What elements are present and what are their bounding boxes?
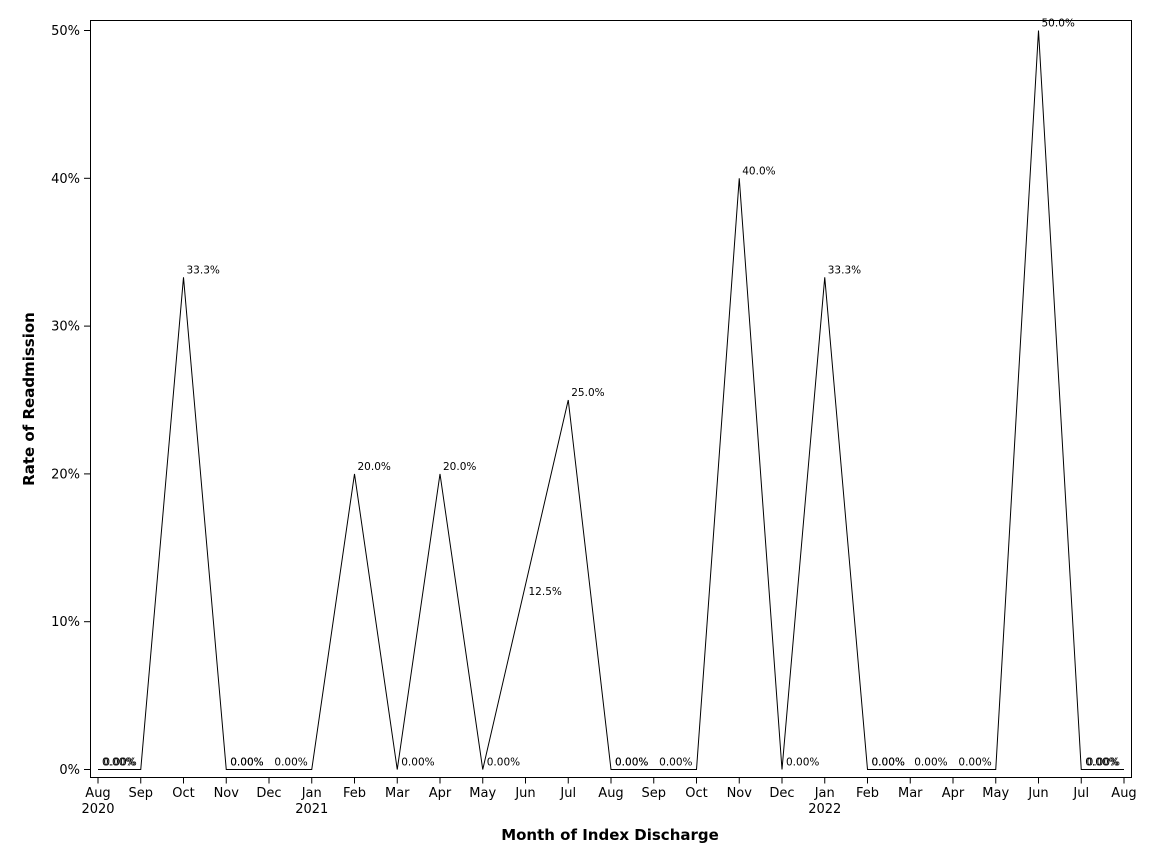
- data-label: 0.00%: [615, 757, 648, 769]
- data-label: 20.0%: [358, 461, 391, 473]
- y-tick-label: 20%: [51, 467, 80, 482]
- x-tick-label: Dec: [256, 786, 281, 801]
- data-label: 0.00%: [1085, 757, 1118, 769]
- x-tick-label: Jan: [301, 786, 322, 801]
- x-tick-label: Feb: [856, 786, 879, 801]
- y-tick-label: 30%: [51, 320, 80, 335]
- x-year-label: 2020: [81, 802, 114, 817]
- x-tick-label: May: [469, 786, 496, 801]
- x-tick-label: Aug: [85, 786, 110, 801]
- x-tick-label: Aug: [1111, 786, 1136, 801]
- y-tick-label: 0%: [59, 763, 80, 778]
- data-label: 0.00%: [872, 757, 905, 769]
- series-line: [98, 30, 1124, 770]
- x-axis-title: Month of Index Discharge: [501, 826, 719, 844]
- x-tick-label: Apr: [429, 786, 452, 801]
- x-tick-label: Mar: [898, 786, 923, 801]
- y-tick-label: 10%: [51, 615, 80, 630]
- data-label: 0.00%: [103, 757, 136, 769]
- x-tick-label: Oct: [685, 786, 707, 801]
- data-label: 33.3%: [187, 264, 220, 276]
- x-tick-label: Apr: [942, 786, 965, 801]
- x-tick-label: Oct: [172, 786, 194, 801]
- series-layer: [98, 30, 1124, 770]
- x-tick-label: Dec: [769, 786, 794, 801]
- x-tick-label: Sep: [641, 786, 666, 801]
- x-year-label: 2022: [808, 802, 841, 817]
- x-year-label: 2021: [295, 802, 328, 817]
- x-tick-label: Sep: [128, 786, 153, 801]
- x-tick-label: Jan: [814, 786, 835, 801]
- data-label: 0.00%: [401, 757, 434, 769]
- y-axis: 0% 10% 20% 30% 40% 50%: [51, 24, 91, 778]
- x-tick-label: Nov: [727, 786, 753, 801]
- data-label: 0.00%: [659, 757, 692, 769]
- data-label: 0.00%: [914, 757, 947, 769]
- data-label: 50.0%: [1042, 18, 1075, 30]
- data-labels: 0.00% 0.00% 33.3% 0.00% 0.00% 0.00% 20.0% 0.00%…: [102, 18, 1120, 769]
- data-label: 0.00%: [786, 757, 819, 769]
- data-label: 0.00%: [1087, 757, 1120, 769]
- x-tick-label: Jul: [1072, 786, 1089, 801]
- y-axis-title: Rate of Readmission: [20, 312, 38, 486]
- data-label: 0.00%: [102, 757, 135, 769]
- x-tick-label: Jun: [1027, 786, 1048, 801]
- x-tick-label: Jul: [559, 786, 576, 801]
- x-tick-label: Nov: [214, 786, 240, 801]
- data-label: 0.00%: [230, 757, 263, 769]
- data-label: 20.0%: [443, 461, 476, 473]
- data-label: 25.0%: [571, 387, 604, 399]
- y-tick-label: 40%: [51, 172, 80, 187]
- x-tick-label: Jun: [514, 786, 535, 801]
- x-axis: Aug Sep Oct Nov Dec Jan Feb Mar Apr May Jun Jul Aug S…: [81, 777, 1137, 817]
- data-label: 0.00%: [230, 757, 263, 769]
- data-label: 40.0%: [742, 165, 775, 177]
- data-label: 0.00%: [872, 757, 905, 769]
- x-tick-label: Aug: [598, 786, 623, 801]
- y-tick-label: 50%: [51, 24, 80, 39]
- x-tick-label: Feb: [343, 786, 366, 801]
- data-label: 12.5%: [529, 586, 562, 598]
- data-label: 33.3%: [828, 264, 861, 276]
- data-label: 0.00%: [615, 757, 648, 769]
- data-label: 0.00%: [274, 757, 307, 769]
- data-label: 0.00%: [958, 757, 991, 769]
- x-tick-label: Mar: [385, 786, 410, 801]
- data-label: 0.00%: [487, 757, 520, 769]
- plot-frame: [90, 20, 1132, 778]
- x-tick-label: May: [982, 786, 1009, 801]
